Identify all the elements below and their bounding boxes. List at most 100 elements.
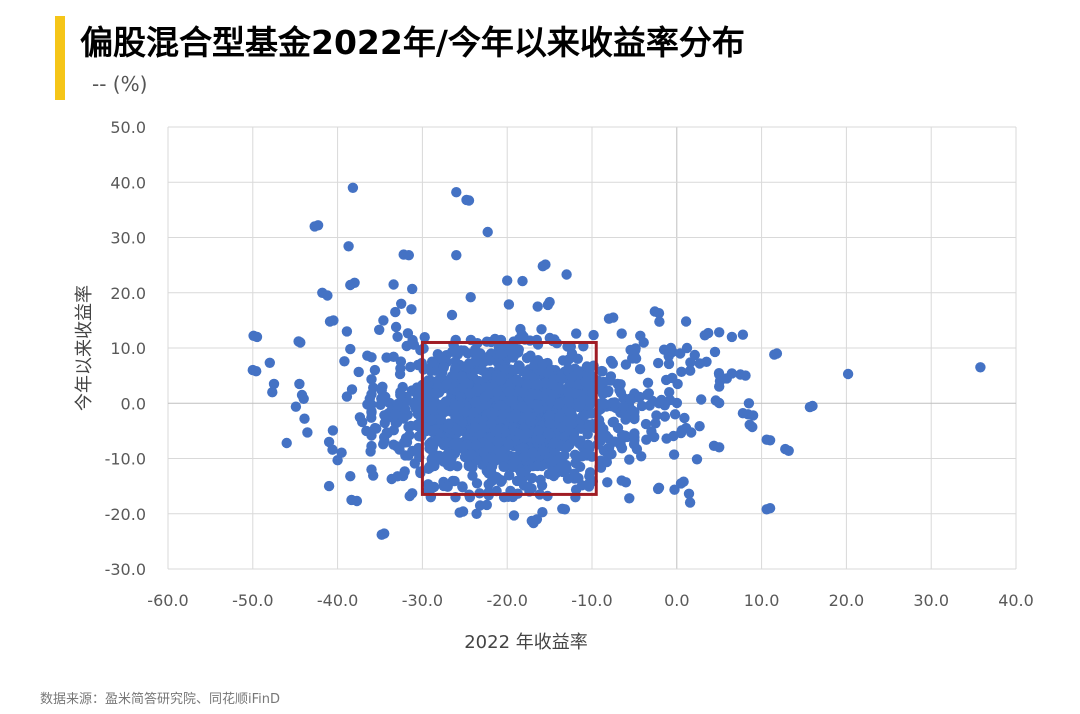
x-tick-label: 20.0: [829, 591, 865, 610]
chart-unit: -- (%): [92, 72, 148, 96]
data-point: [547, 456, 558, 467]
data-point: [483, 442, 495, 453]
y-tick-label: 30.0: [110, 229, 146, 248]
y-tick-label: 20.0: [110, 284, 146, 303]
data-point: [608, 416, 619, 427]
data-point: [457, 481, 468, 492]
data-point: [616, 443, 628, 454]
data-point: [537, 359, 548, 370]
data-point: [737, 408, 749, 419]
data-point: [264, 357, 275, 368]
data-point: [295, 337, 306, 348]
data-point: [504, 386, 515, 397]
data-point: [464, 388, 476, 399]
data-point: [629, 413, 640, 425]
data-point: [470, 396, 481, 408]
data-point: [449, 475, 460, 487]
data-point: [322, 290, 333, 301]
data-point: [361, 425, 372, 437]
data-point: [523, 411, 534, 422]
data-point: [685, 357, 696, 368]
data-point: [506, 395, 518, 407]
data-point: [502, 275, 513, 286]
data-point: [470, 422, 481, 433]
data-point: [769, 349, 780, 360]
data-point: [454, 507, 465, 518]
data-point: [390, 321, 402, 333]
data-point: [563, 395, 574, 406]
data-point: [345, 279, 356, 291]
data-point: [842, 368, 854, 380]
data-point: [302, 427, 313, 438]
chart-title: 偏股混合型基金2022年/今年以来收益率分布: [80, 23, 745, 62]
data-point: [327, 425, 339, 436]
data-point: [477, 365, 488, 376]
data-point: [395, 363, 406, 374]
data-point: [543, 429, 554, 440]
data-point: [481, 499, 492, 511]
data-point: [547, 379, 558, 390]
data-point: [564, 406, 575, 417]
data-point: [636, 400, 648, 412]
data-point: [435, 414, 446, 425]
data-point: [636, 451, 647, 462]
data-point: [386, 473, 397, 485]
data-point: [483, 468, 494, 479]
x-tick-label: -10.0: [571, 591, 612, 610]
data-point: [521, 379, 532, 390]
data-point: [658, 344, 670, 355]
data-point: [458, 441, 469, 452]
data-point: [376, 393, 387, 404]
data-point: [399, 403, 411, 415]
data-point: [362, 350, 373, 361]
data-point: [536, 324, 547, 335]
data-point: [616, 328, 627, 339]
data-point: [640, 418, 652, 430]
data-point: [571, 328, 582, 339]
data-point: [403, 250, 414, 261]
data-point: [397, 470, 409, 482]
data-point: [686, 427, 697, 438]
data-point: [535, 434, 546, 445]
data-point: [484, 355, 495, 366]
data-point: [747, 410, 759, 421]
x-tick-label: -60.0: [147, 591, 188, 610]
data-point: [398, 413, 409, 424]
data-point: [415, 467, 426, 479]
data-point: [650, 418, 661, 429]
data-point: [737, 329, 749, 340]
data-point: [510, 455, 522, 466]
data-point: [498, 408, 509, 419]
data-point: [477, 423, 489, 434]
data-point: [465, 292, 476, 303]
data-point: [544, 410, 555, 421]
data-point: [630, 353, 642, 364]
data-point: [708, 440, 720, 451]
data-point: [605, 375, 616, 386]
data-point: [440, 396, 451, 407]
data-point: [575, 435, 586, 446]
data-point: [402, 328, 414, 339]
data-point: [346, 384, 358, 395]
data-point: [456, 345, 467, 356]
data-point: [495, 476, 507, 487]
data-point: [327, 444, 338, 455]
data-point: [467, 462, 478, 473]
data-point: [602, 477, 613, 488]
data-point: [653, 357, 664, 369]
data-point: [430, 387, 441, 399]
data-point: [685, 365, 696, 376]
data-point: [294, 378, 305, 390]
data-point: [580, 376, 591, 387]
data-point: [521, 428, 532, 439]
data-point: [570, 484, 582, 495]
data-point: [618, 401, 629, 412]
data-point: [339, 356, 350, 367]
data-point: [452, 461, 463, 472]
data-point: [616, 475, 627, 486]
y-tick-label: 0.0: [121, 394, 146, 413]
data-point: [268, 378, 280, 390]
data-point: [651, 410, 662, 421]
data-point: [661, 433, 672, 444]
data-point: [624, 393, 636, 404]
